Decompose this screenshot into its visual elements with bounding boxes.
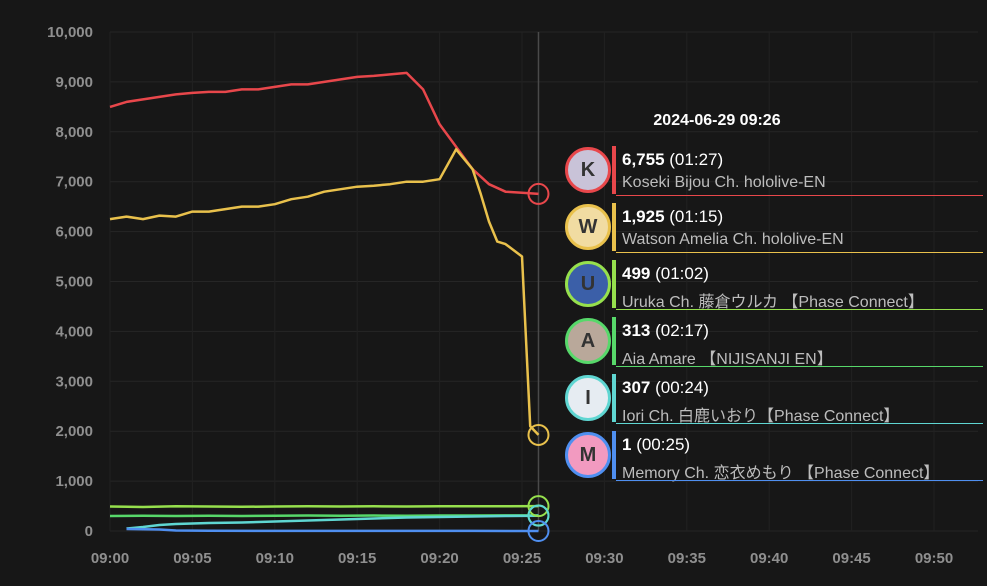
duration: (00:24): [650, 378, 709, 397]
tooltip-row: A 313 (02:17) Aia Amare 【NIJISANJI EN】: [562, 316, 987, 373]
series-lines: [109, 71, 540, 533]
tooltip-value-line: 1,925 (01:15): [622, 207, 723, 227]
series-line-2: [109, 504, 539, 509]
tooltip-value-line: 307 (00:24): [622, 378, 709, 398]
row-underline: [616, 366, 983, 367]
tooltip-value-line: 1 (00:25): [622, 435, 690, 455]
x-axis-ticks: 09:00 09:05 09:10 09:15 09:20 09:25 09:30 09:35…: [91, 550, 953, 567]
duration: (01:02): [650, 264, 709, 283]
x-tick-label: 09:35: [668, 550, 706, 567]
duration: (02:17): [650, 321, 709, 340]
x-tick-label: 09:40: [750, 550, 788, 567]
viewer-count: 499: [622, 264, 651, 283]
series-color-bar: [612, 431, 616, 479]
x-tick-label: 09:30: [585, 550, 623, 567]
x-tick-label: 09:25: [503, 550, 541, 567]
y-tick-label: 4,000: [55, 323, 93, 340]
row-underline: [616, 423, 983, 424]
y-tick-label: 5,000: [55, 274, 93, 291]
series-line-4: [126, 514, 539, 530]
tooltip-value-line: 313 (02:17): [622, 321, 709, 341]
row-underline: [616, 309, 983, 310]
series-line-5: [126, 527, 539, 533]
y-tick-label: 0: [85, 523, 93, 540]
duration: (01:27): [664, 150, 724, 169]
series-line-1: [109, 148, 540, 436]
tooltip-row: I 307 (00:24) Iori Ch. 白鹿いおり【Phase Connect…: [562, 373, 987, 430]
hover-markers: [527, 182, 550, 542]
row-underline: [616, 252, 983, 253]
series-color-bar: [612, 260, 616, 308]
hover-marker-0: [527, 182, 550, 205]
series-color-bar: [612, 374, 616, 422]
channel-name: Watson Amelia Ch. hololive-EN: [622, 231, 844, 248]
y-tick-label: 9,000: [55, 74, 93, 91]
viewer-count: 307: [622, 378, 651, 397]
duration: (00:25): [631, 435, 691, 454]
iori-avatar-icon: I: [565, 375, 611, 421]
channel-name: Uruka Ch. 藤倉ウルカ 【Phase Connect】: [622, 294, 924, 311]
aia-amare-avatar-icon: A: [565, 318, 611, 364]
tooltip-value-line: 6,755 (01:27): [622, 150, 723, 170]
tooltip-row: K 6,755 (01:27) Koseki Bijou Ch. hololive-…: [562, 145, 987, 202]
watson-amelia-avatar-icon: W: [565, 204, 611, 250]
channel-name: Memory Ch. 恋衣めもり 【Phase Connect】: [622, 465, 940, 482]
tooltip-time: 2024-06-29 09:26: [653, 112, 781, 129]
x-tick-label: 09:50: [915, 550, 953, 567]
channel-name: Iori Ch. 白鹿いおり【Phase Connect】: [622, 408, 900, 425]
y-axis-ticks: 10,000 9,000 8,000 7,000 6,000 5,000 4,000 3,00…: [47, 24, 93, 540]
tooltip-value-line: 499 (01:02): [622, 264, 709, 284]
tooltip-row: U 499 (01:02) Uruka Ch. 藤倉ウルカ 【Phase Conne…: [562, 259, 987, 316]
tooltip-row: W 1,925 (01:15) Watson Amelia Ch. hololive…: [562, 202, 987, 259]
hover-marker-2: [527, 495, 550, 518]
y-tick-label: 3,000: [55, 373, 93, 390]
hover-marker-5: [527, 519, 550, 542]
x-tick-label: 09:15: [338, 550, 376, 567]
x-tick-label: 09:10: [256, 550, 294, 567]
x-tick-label: 09:20: [420, 550, 458, 567]
viewer-count: 1,925: [622, 207, 665, 226]
hover-marker-4: [527, 504, 550, 527]
y-tick-label: 2,000: [55, 423, 93, 440]
viewer-count: 313: [622, 321, 651, 340]
row-underline: [616, 480, 983, 481]
memory-avatar-icon: M: [565, 432, 611, 478]
x-tick-label: 09:00: [91, 550, 129, 567]
y-tick-label: 1,000: [55, 473, 93, 490]
koseki-bijou-avatar-icon: K: [565, 147, 611, 193]
x-tick-label: 09:45: [832, 550, 870, 567]
row-underline: [616, 195, 983, 196]
y-tick-label: 8,000: [55, 124, 93, 141]
y-tick-label: 10,000: [47, 24, 93, 41]
hover-marker-1: [527, 423, 550, 446]
channel-name: Koseki Bijou Ch. hololive-EN: [622, 174, 826, 191]
viewer-count: 6,755: [622, 150, 665, 169]
y-tick-label: 7,000: [55, 174, 93, 191]
x-tick-label: 09:05: [173, 550, 211, 567]
duration: (01:15): [664, 207, 724, 226]
series-color-bar: [612, 146, 616, 194]
series-color-bar: [612, 203, 616, 251]
y-tick-label: 6,000: [55, 224, 93, 241]
viewer-count: 1: [622, 435, 632, 454]
uruka-avatar-icon: U: [565, 261, 611, 307]
series-color-bar: [612, 317, 616, 365]
channel-name: Aia Amare 【NIJISANJI EN】: [622, 351, 833, 368]
